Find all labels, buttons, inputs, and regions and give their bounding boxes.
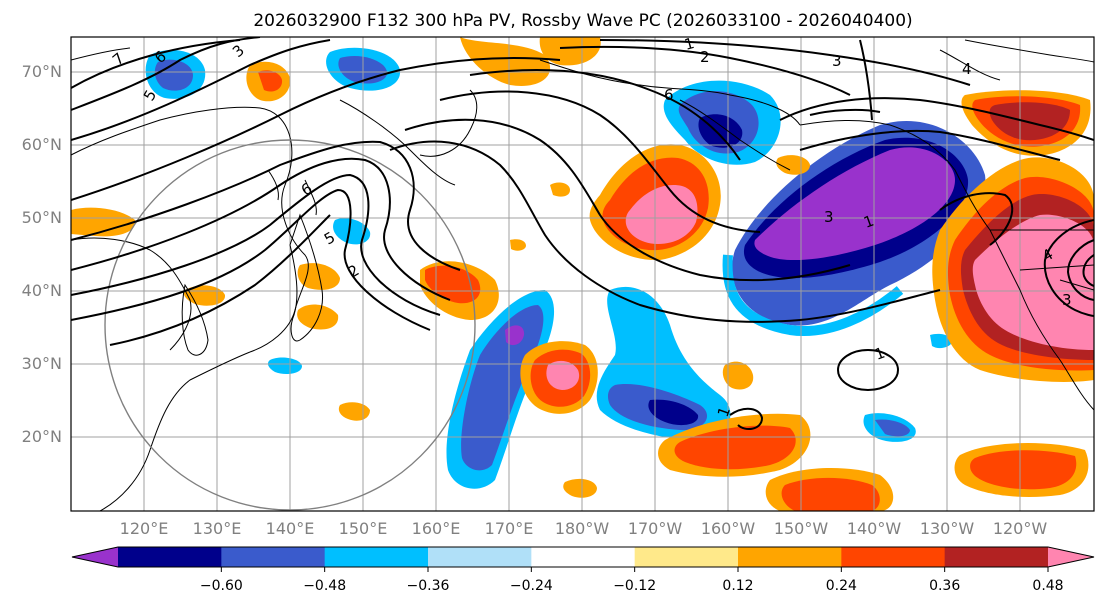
- colorbar-tick-label: −0.24: [510, 578, 553, 594]
- lon-label: 170°W: [628, 519, 683, 538]
- colorbar-tick-label: −0.36: [407, 578, 450, 594]
- lon-label: 130°E: [193, 519, 242, 538]
- lat-label: 70°N: [22, 62, 62, 81]
- colorbar-swatch: [738, 547, 842, 567]
- colorbar-tick-label: 0.24: [826, 578, 857, 594]
- longitude-labels: 120°E 130°E 140°E 150°E 160°E 170°E 180°…: [120, 519, 1048, 538]
- colorbar-swatch: [944, 547, 1049, 567]
- colorbar-extend-high: [1048, 547, 1094, 567]
- colorbar-swatch: [324, 547, 429, 567]
- colorbar-swatch: [221, 547, 326, 567]
- reference-circle: [104, 139, 476, 511]
- lat-label: 40°N: [22, 281, 62, 300]
- colorbar-swatch: [531, 547, 636, 567]
- lon-label: 170°E: [485, 519, 534, 538]
- figure-title: 2026032900 F132 300 hPa PV, Rossby Wave …: [253, 11, 912, 31]
- colorbar: −0.60 −0.48 −0.36 −0.24 −0.12 0.12 0.24 0.36 0.4…: [71, 546, 1095, 594]
- lat-label: 60°N: [22, 135, 62, 154]
- lon-label: 150°E: [339, 519, 388, 538]
- colorbar-swatch: [118, 547, 222, 567]
- lon-label: 140°E: [266, 519, 315, 538]
- lon-label: 140°W: [847, 519, 902, 538]
- lon-label: 130°W: [920, 519, 975, 538]
- pv-contours: [71, 37, 1094, 431]
- contour-label: 1: [682, 34, 696, 54]
- contour-label: 3: [1062, 291, 1072, 309]
- contour-label: 2: [700, 48, 710, 66]
- lat-label: 30°N: [22, 354, 62, 373]
- lon-label: 120°W: [993, 519, 1048, 538]
- lat-label: 20°N: [22, 427, 62, 446]
- colorbar-tick-label: 0.36: [929, 578, 960, 594]
- lat-label: 50°N: [22, 208, 62, 227]
- colorbar-swatch: [428, 547, 532, 567]
- contour-label: 6: [664, 86, 674, 104]
- map-area: 7 6 5 3 6 5 2 1 2 3 6 4 3 1 1 1 4 3: [71, 34, 1094, 511]
- colorbar-tick-label: 0.48: [1032, 578, 1063, 594]
- contour-label: 4: [962, 60, 972, 78]
- contour-label: 3: [824, 208, 834, 226]
- colorbar-tick-label: −0.48: [303, 578, 346, 594]
- lon-label: 180°W: [555, 519, 610, 538]
- lon-label: 120°E: [120, 519, 169, 538]
- contour-label: 3: [832, 52, 842, 70]
- colorbar-extend-low: [72, 547, 118, 567]
- colorbar-swatch: [634, 547, 739, 567]
- colorbar-swatch: [841, 547, 946, 567]
- coastlines: [71, 39, 1094, 511]
- latitude-labels: 70°N 60°N 50°N 40°N 30°N 20°N: [22, 62, 62, 446]
- colorbar-tick-label: −0.60: [200, 578, 243, 594]
- graticule: [71, 37, 1094, 511]
- lon-label: 160°W: [701, 519, 756, 538]
- colorbar-tick-label: −0.12: [613, 578, 656, 594]
- lon-label: 160°E: [412, 519, 461, 538]
- colorbar-tick-label: 0.12: [722, 578, 753, 594]
- lon-label: 150°W: [774, 519, 829, 538]
